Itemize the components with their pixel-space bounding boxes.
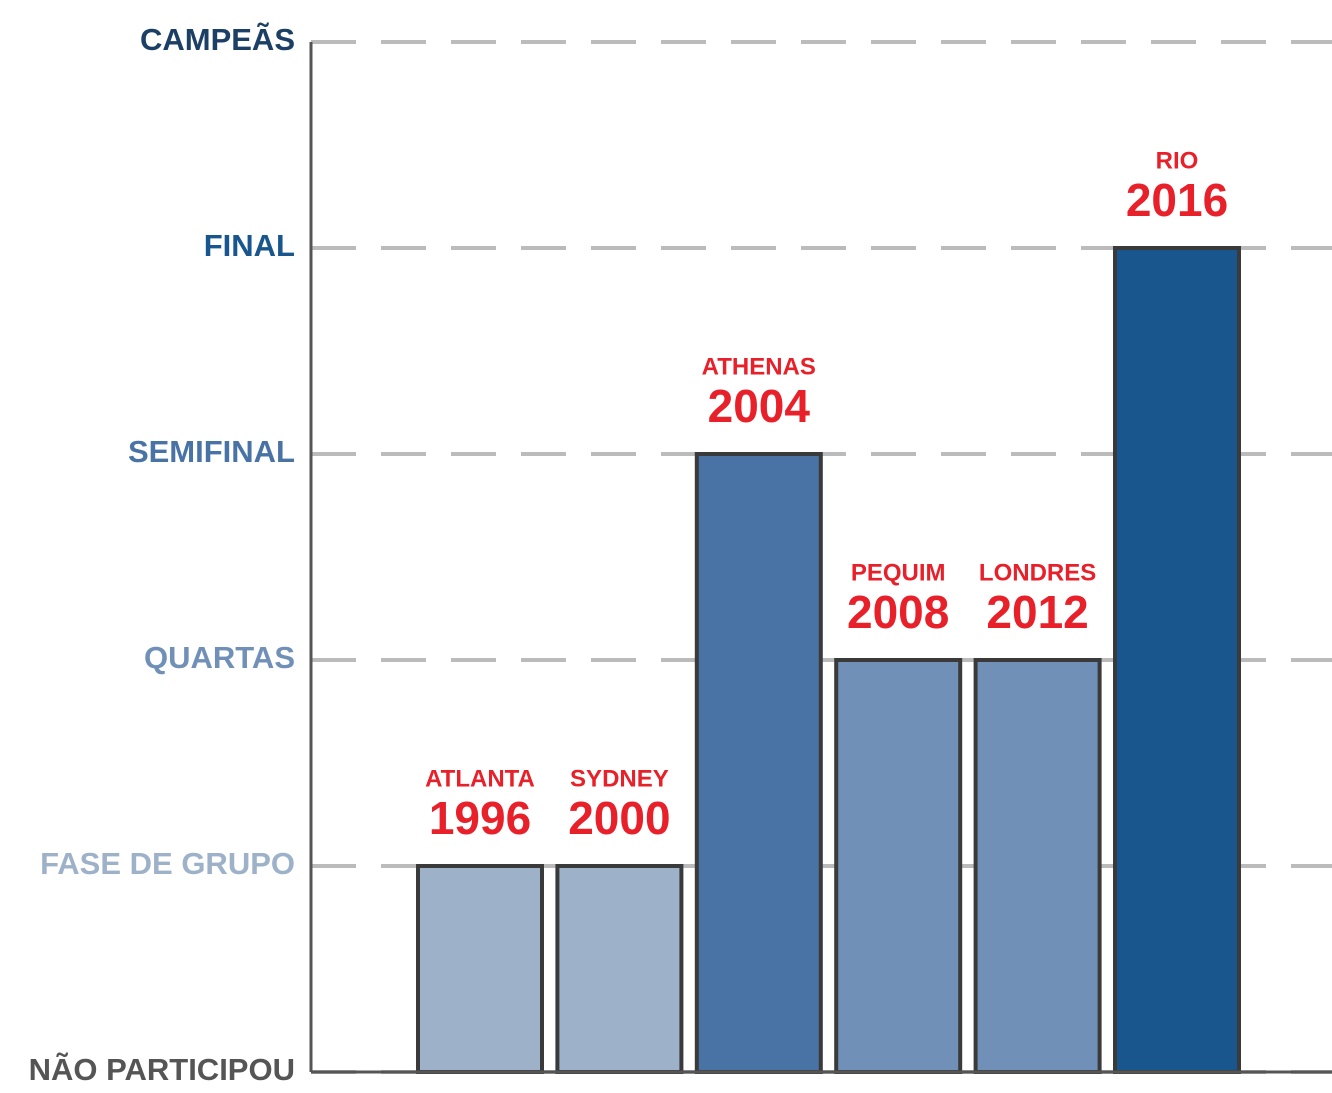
y-tick-label: SEMIFINAL [128,434,295,469]
bar-label-year: 2000 [568,792,670,844]
y-tick-label: QUARTAS [144,640,295,675]
bar-label-year: 2004 [708,380,811,432]
bar-label-name: ATLANTA [425,765,535,792]
y-tick-label: FINAL [204,228,295,263]
y-tick-label: NÃO PARTICIPOU [29,1052,295,1087]
bar-label-year: 1996 [429,792,531,844]
y-tick-label: CAMPEÃS [140,22,295,57]
bar [973,658,1102,1074]
bar [834,658,963,1074]
y-tick-label: FASE DE GRUPO [40,846,295,881]
bar [416,864,544,1074]
bar-label-name: RIO [1156,147,1199,174]
bar-label-name: SYDNEY [570,765,669,792]
bar-label-year: 2016 [1126,174,1228,226]
bar-label-year: 2008 [847,586,949,638]
bar [555,864,684,1074]
bar-label-name: ATHENAS [702,353,816,380]
bar-label-name: PEQUIM [851,559,946,586]
bar [1113,246,1241,1074]
bar [694,452,823,1074]
bar-label-year: 2012 [986,586,1088,638]
bar-label-name: LONDRES [979,559,1096,586]
